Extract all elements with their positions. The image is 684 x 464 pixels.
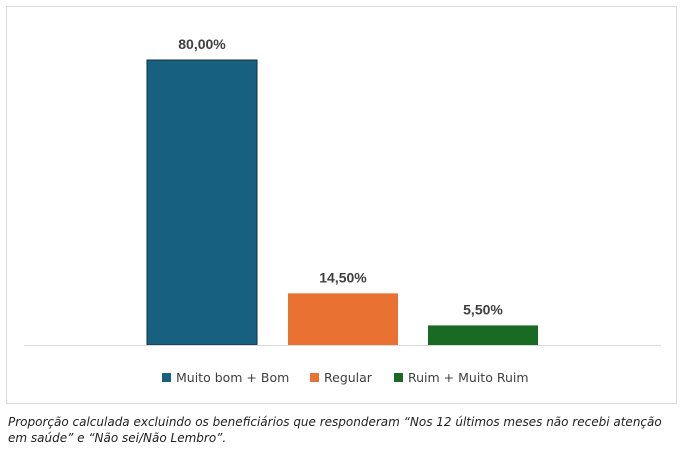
- legend-swatch-1: [162, 373, 171, 382]
- chart-legend: Muito bom + Bom Regular Ruim + Muito Ruim: [162, 370, 529, 385]
- chart-frame: 80,00% 14,50% 5,50% Muito bom + Bom Regular…: [6, 6, 677, 404]
- chart-footnote: Proporção calculada excluindo os benefic…: [8, 415, 662, 445]
- bar-chart: 80,00% 14,50% 5,50% Muito bom + Bom Regular…: [24, 36, 661, 385]
- legend-label-3: Ruim + Muito Ruim: [408, 370, 529, 385]
- plot-area: 80,00% 14,50% 5,50%: [24, 36, 661, 346]
- legend-swatch-3: [394, 373, 403, 382]
- bar-3: [428, 325, 538, 345]
- data-label-2: 14,50%: [319, 269, 367, 285]
- bar-2: [288, 293, 398, 345]
- legend-swatch-2: [310, 373, 319, 382]
- data-label-1: 80,00%: [178, 36, 226, 52]
- legend-label-1: Muito bom + Bom: [176, 370, 289, 385]
- bar-1: [146, 59, 258, 346]
- data-label-3: 5,50%: [463, 301, 503, 317]
- legend-label-2: Regular: [324, 370, 373, 385]
